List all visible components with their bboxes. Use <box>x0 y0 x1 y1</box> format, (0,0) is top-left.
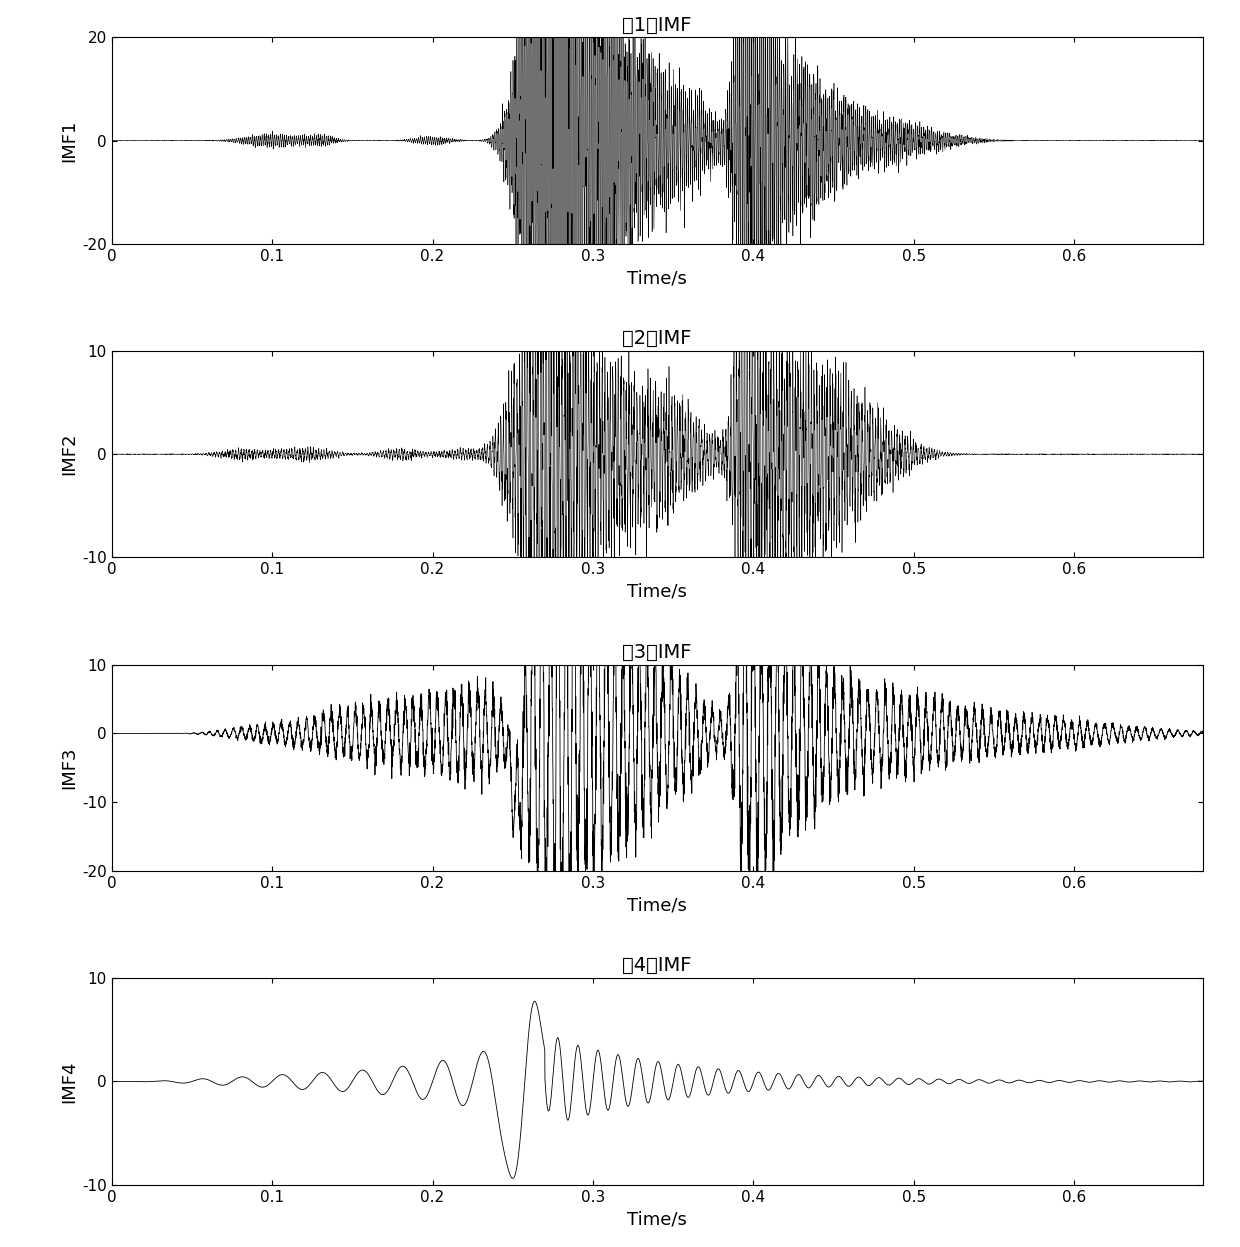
Y-axis label: IMF3: IMF3 <box>60 747 78 789</box>
Title: 第1个IMF: 第1个IMF <box>622 15 692 35</box>
X-axis label: Time/s: Time/s <box>627 269 687 287</box>
Y-axis label: IMF4: IMF4 <box>60 1060 78 1102</box>
Title: 第2个IMF: 第2个IMF <box>622 329 692 348</box>
Title: 第4个IMF: 第4个IMF <box>622 956 692 975</box>
Title: 第3个IMF: 第3个IMF <box>622 642 692 662</box>
X-axis label: Time/s: Time/s <box>627 582 687 601</box>
X-axis label: Time/s: Time/s <box>627 1210 687 1228</box>
Y-axis label: IMF2: IMF2 <box>60 433 78 475</box>
Y-axis label: IMF1: IMF1 <box>60 120 78 162</box>
X-axis label: Time/s: Time/s <box>627 897 687 914</box>
